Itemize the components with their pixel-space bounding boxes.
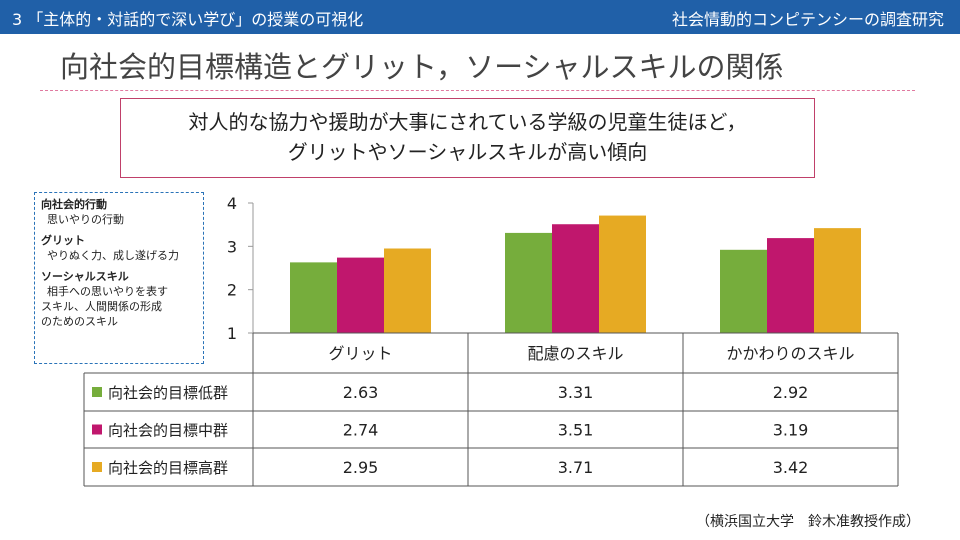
category-label: かかわりのスキル — [726, 344, 854, 363]
series-name: 向社会的目標中群 — [108, 422, 228, 440]
definition-desc-social-skill-3: のためのスキル — [41, 315, 118, 328]
definitions-box: 向社会的行動 思いやりの行動 グリット やりぬく力、成し遂げる力 ソーシャルスキ… — [34, 192, 204, 364]
series-name: 向社会的目標高群 — [108, 459, 228, 477]
header-bar: 3 「主体的・対話的で深い学び」の授業の可視化 社会情動的コンピテンシーの調査研… — [0, 0, 960, 34]
bar — [337, 257, 384, 333]
bar — [767, 238, 814, 333]
data-value: 3.31 — [558, 383, 594, 402]
data-value: 2.74 — [343, 421, 379, 440]
bar — [505, 232, 552, 333]
definition-desc-social-skill-1: 相手への思いやりを表す — [47, 285, 168, 298]
bar — [552, 224, 599, 333]
callout-line-2: グリットやソーシャルスキルが高い傾向 — [287, 140, 648, 164]
data-value: 3.71 — [558, 458, 594, 477]
data-value: 3.51 — [558, 421, 594, 440]
legend-swatch — [92, 387, 102, 397]
key-finding-callout: 対人的な協力や援助が大事にされている学級の児童生徒ほど， グリットやソーシャルス… — [120, 98, 815, 178]
y-tick-label: 2 — [227, 281, 237, 300]
bar — [384, 248, 431, 333]
y-tick-label: 1 — [227, 324, 237, 343]
legend-swatch — [92, 424, 102, 435]
y-tick-label: 4 — [227, 194, 237, 213]
bar — [290, 262, 337, 333]
legend-swatch — [92, 462, 102, 472]
data-value: 2.63 — [343, 383, 379, 402]
definition-desc-prosocial: 思いやりの行動 — [47, 213, 124, 226]
definition-desc-grit: やりぬく力、成し遂げる力 — [47, 249, 179, 262]
definition-desc-social-skill-2: スキル、人間関係の形成 — [41, 300, 162, 313]
data-value: 3.19 — [773, 421, 809, 440]
definition-title-grit: グリット — [41, 234, 85, 247]
section-title: 3 「主体的・対話的で深い学び」の授業の可視化 — [12, 10, 364, 29]
callout-line-1: 対人的な協力や援助が大事にされている学級の児童生徒ほど， — [188, 110, 747, 134]
source-credit: （横浜国立大学 鈴木准教授作成） — [696, 514, 920, 530]
data-value: 2.92 — [773, 383, 809, 402]
title-divider — [40, 90, 915, 91]
category-label: グリット — [328, 344, 392, 363]
page-title: 向社会的目標構造とグリット，ソーシャルスキルの関係 — [60, 50, 784, 84]
y-tick-label: 3 — [227, 237, 237, 256]
bar — [720, 249, 767, 333]
data-value: 3.42 — [773, 458, 809, 477]
definition-title-prosocial: 向社会的行動 — [41, 198, 107, 211]
definition-title-social-skill: ソーシャルスキル — [41, 270, 129, 283]
bar — [814, 228, 861, 333]
report-title: 社会情動的コンピテンシーの調査研究 — [671, 10, 944, 29]
data-value: 2.95 — [343, 458, 379, 477]
series-name: 向社会的目標低群 — [108, 384, 228, 402]
category-label: 配慮のスキル — [527, 344, 623, 363]
bar — [599, 215, 646, 333]
